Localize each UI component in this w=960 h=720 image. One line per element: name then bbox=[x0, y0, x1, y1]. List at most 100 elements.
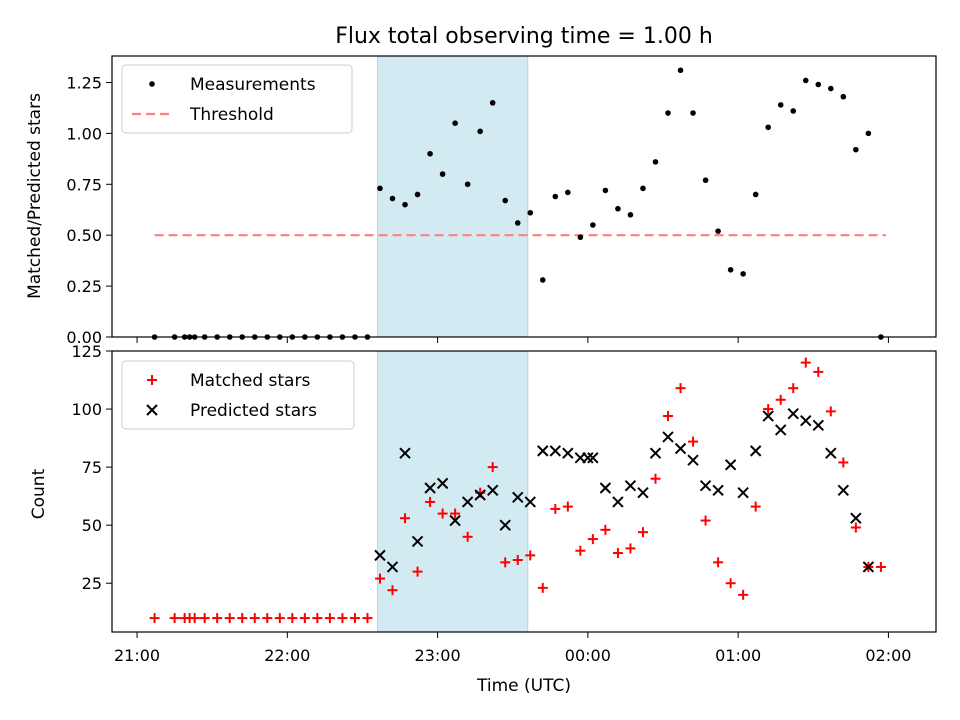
matched-star-point bbox=[287, 613, 298, 624]
predicted-star-point bbox=[850, 512, 862, 524]
predicted-star-point bbox=[862, 561, 875, 573]
matched-star-point bbox=[400, 513, 411, 524]
measurement-point bbox=[715, 228, 721, 234]
measurement-point bbox=[840, 93, 847, 100]
matched-star-point bbox=[562, 501, 573, 512]
predicted-star-point bbox=[674, 442, 687, 455]
matched-star-point bbox=[189, 613, 200, 624]
figure-title: Flux total observing time = 1.00 h bbox=[335, 24, 713, 49]
predicted-star-point-b bbox=[837, 484, 850, 497]
matched-star-point bbox=[437, 508, 448, 519]
legend-predicted-label: Predicted stars bbox=[190, 401, 317, 421]
matched-star-point bbox=[637, 527, 648, 538]
predicted-star-point bbox=[549, 445, 562, 457]
predicted-star-point-b bbox=[386, 561, 399, 573]
matched-star-point bbox=[362, 613, 373, 624]
measurement-point bbox=[740, 271, 746, 277]
measurement-point bbox=[502, 197, 509, 204]
matched-star-point bbox=[487, 462, 498, 473]
measurement-point bbox=[527, 209, 534, 216]
matched-star-point bbox=[262, 613, 273, 624]
x-tick-label: 22:00 bbox=[264, 646, 310, 665]
matched-star-point bbox=[249, 613, 260, 624]
matched-star-point bbox=[374, 573, 385, 584]
predicted-star-point-b bbox=[712, 484, 724, 497]
predicted-star-point bbox=[436, 477, 449, 490]
measurement-point bbox=[677, 67, 684, 74]
predicted-star-point bbox=[537, 445, 549, 457]
matched-star-point bbox=[349, 613, 360, 624]
matched-star-point bbox=[725, 578, 736, 589]
count-panel: 25 50 75 100 125 21:00 22:00 23:00 00:00 01:00 02:… bbox=[71, 342, 937, 665]
matched-star-point bbox=[425, 496, 436, 507]
matched-star-point bbox=[675, 383, 686, 394]
matched-star-point bbox=[813, 366, 824, 377]
y-tick-label: 1.00 bbox=[66, 124, 102, 143]
measurement-point bbox=[765, 124, 771, 131]
matched-star-point bbox=[387, 585, 398, 596]
x-tick-label: 02:00 bbox=[865, 646, 911, 665]
predicted-star-point bbox=[612, 496, 624, 508]
predicted-star-point bbox=[411, 535, 424, 548]
matched-star-point bbox=[274, 613, 285, 624]
matched-star-point bbox=[625, 543, 636, 554]
ratio-panel-frame bbox=[111, 55, 937, 338]
matched-star-point bbox=[788, 383, 799, 394]
matched-star-point bbox=[224, 613, 235, 624]
predicted-star-point bbox=[374, 549, 386, 562]
predicted-star-point bbox=[499, 519, 511, 531]
predicted-star-point bbox=[712, 484, 724, 497]
predicted-star-point-b bbox=[825, 447, 837, 459]
matched-star-point bbox=[149, 613, 160, 624]
highlight-span bbox=[376, 55, 529, 338]
matched-star-point bbox=[838, 457, 849, 468]
predicted-star-point-b bbox=[524, 496, 536, 508]
predicted-star-point-b bbox=[587, 452, 599, 464]
measurement-point bbox=[590, 222, 596, 228]
predicted-star-point bbox=[800, 414, 812, 427]
y-tick-label: 25 bbox=[82, 574, 102, 593]
predicted-star-point-b bbox=[662, 431, 674, 443]
highlight-span bbox=[376, 350, 529, 633]
matched-star-point bbox=[700, 515, 711, 526]
predicted-star-point-b bbox=[862, 561, 875, 573]
legend-matched-marker bbox=[147, 375, 157, 385]
legend-matched-label: Matched stars bbox=[190, 371, 310, 391]
matched-star-point bbox=[800, 357, 811, 368]
measurement-point bbox=[615, 205, 621, 212]
matched-star-point bbox=[550, 503, 561, 514]
matched-star-point bbox=[713, 557, 724, 568]
predicted-star-point bbox=[474, 489, 486, 501]
predicted-star-point bbox=[424, 482, 436, 494]
matched-star-point bbox=[600, 524, 611, 535]
predicted-star-point bbox=[582, 452, 594, 464]
measurement-point bbox=[802, 77, 809, 84]
predicted-star-point-b bbox=[624, 479, 637, 492]
predicted-star-point-b bbox=[549, 445, 562, 457]
ratio-y-axis-label: Matched/Predicted stars bbox=[25, 93, 45, 299]
predicted-star-point-b bbox=[800, 414, 812, 427]
measurement-point bbox=[652, 159, 659, 165]
matched-star-point bbox=[199, 613, 210, 624]
measurement-point bbox=[389, 195, 396, 202]
measurement-point bbox=[602, 187, 609, 194]
legend-predicted-marker bbox=[146, 404, 158, 416]
measurement-point bbox=[464, 181, 471, 188]
predicted-star-point-b bbox=[612, 496, 624, 508]
measurement-point bbox=[627, 212, 634, 218]
predicted-star-point bbox=[775, 424, 787, 436]
predicted-star-point bbox=[461, 496, 474, 508]
predicted-star-point-b bbox=[724, 459, 737, 471]
measurement-point bbox=[665, 110, 671, 116]
matched-star-point bbox=[850, 522, 861, 533]
x-tick-label: 21:00 bbox=[114, 646, 160, 665]
matched-star-point bbox=[324, 613, 335, 624]
predicted-star-point bbox=[399, 447, 411, 459]
predicted-star-point bbox=[649, 447, 662, 459]
predicted-star-point-b bbox=[749, 445, 762, 457]
predicted-star-point-b bbox=[850, 512, 862, 524]
predicted-star-point bbox=[562, 447, 574, 459]
measurement-point bbox=[752, 191, 759, 198]
legend-threshold-label: Threshold bbox=[189, 105, 274, 125]
matched-star-point bbox=[212, 613, 223, 624]
